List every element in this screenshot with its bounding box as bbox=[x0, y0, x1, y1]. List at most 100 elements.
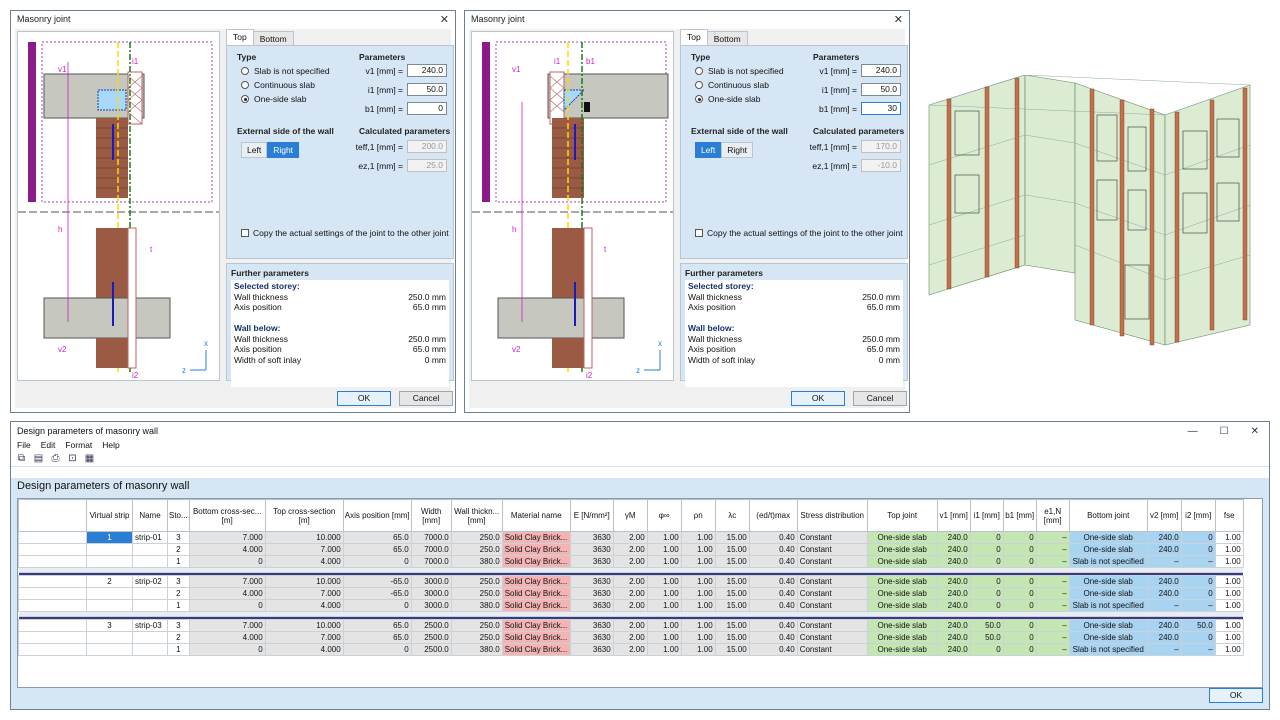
table-cell[interactable]: 10.000 bbox=[264, 531, 344, 544]
table-cell[interactable]: 0 bbox=[1180, 587, 1216, 600]
column-header[interactable]: i1 [mm] bbox=[969, 499, 1004, 532]
fit-icon[interactable]: ⊡ bbox=[68, 453, 77, 464]
table-cell[interactable]: 10.000 bbox=[264, 619, 344, 632]
table-cell[interactable]: 1.00 bbox=[680, 643, 716, 656]
table-cell[interactable]: One-side slab bbox=[866, 543, 938, 556]
table-cell[interactable]: 3630 bbox=[569, 587, 614, 600]
column-header[interactable]: i2 [mm] bbox=[1180, 499, 1216, 532]
strip-cell[interactable] bbox=[86, 543, 133, 556]
menu-help[interactable]: Help bbox=[102, 440, 120, 450]
table-row[interactable]: 2 4.000 7.000 65.0 2500.0 250.0 Solid Clay Bri… bbox=[18, 631, 1244, 644]
table-cell[interactable]: Solid Clay Brick... bbox=[501, 555, 571, 568]
column-header[interactable]: Virtual strip bbox=[86, 499, 133, 532]
table-cell[interactable]: 1 bbox=[167, 599, 190, 612]
table-row[interactable]: 3 strip-03 3 7.000 10.000 65.0 2500.0 250.0 Soli… bbox=[18, 619, 1244, 632]
table-cell[interactable]: – bbox=[1035, 631, 1070, 644]
table-cell[interactable]: 2.00 bbox=[612, 587, 648, 600]
tab-bottom[interactable]: Bottom bbox=[706, 31, 748, 45]
side-left-button[interactable]: Left bbox=[695, 142, 722, 158]
close-icon[interactable]: ✕ bbox=[1250, 425, 1259, 437]
table-cell[interactable]: 0.40 bbox=[748, 619, 798, 632]
table-cell[interactable]: 4.000 bbox=[188, 587, 266, 600]
radio-continuous-slab[interactable]: Continuous slab bbox=[241, 80, 315, 90]
strip-cell[interactable]: 3 bbox=[86, 619, 133, 632]
table-cell[interactable]: 240.0 bbox=[936, 575, 971, 588]
side-right-button[interactable]: Right bbox=[721, 142, 754, 158]
ok-button[interactable]: OK bbox=[337, 391, 391, 406]
table-cell[interactable]: 0 bbox=[1002, 543, 1037, 556]
table-cell[interactable]: 0 bbox=[1002, 599, 1037, 612]
table-cell[interactable]: -65.0 bbox=[342, 587, 412, 600]
table-cell[interactable]: 7.000 bbox=[188, 575, 266, 588]
table-cell[interactable]: 1.00 bbox=[1214, 543, 1244, 556]
column-header[interactable]: Stress distribution bbox=[796, 499, 868, 532]
table-cell[interactable]: 7.000 bbox=[264, 543, 344, 556]
table-cell[interactable]: 0 bbox=[1002, 531, 1037, 544]
table-cell[interactable]: 2.00 bbox=[612, 631, 648, 644]
table-cell[interactable]: 15.00 bbox=[714, 575, 750, 588]
table-cell[interactable]: 0.40 bbox=[748, 643, 798, 656]
table-cell[interactable]: – bbox=[1035, 619, 1070, 632]
table-cell[interactable]: 1.00 bbox=[646, 599, 682, 612]
table-cell[interactable]: 3000.0 bbox=[410, 587, 452, 600]
table-cell[interactable]: 240.0 bbox=[1146, 587, 1182, 600]
table-cell[interactable]: 240.0 bbox=[936, 631, 971, 644]
table-cell[interactable]: 3000.0 bbox=[410, 575, 452, 588]
menu-edit[interactable]: Edit bbox=[40, 440, 56, 450]
table-cell[interactable]: One-side slab bbox=[1068, 531, 1148, 544]
tab-top[interactable]: Top bbox=[680, 29, 708, 45]
name-cell[interactable] bbox=[132, 543, 168, 556]
table-cell[interactable]: 0 bbox=[969, 555, 1004, 568]
table-cell[interactable]: 1.00 bbox=[680, 587, 716, 600]
table-row[interactable]: 2 strip-02 3 7.000 10.000 -65.0 3000.0 250.0 Sol… bbox=[18, 575, 1244, 588]
table-cell[interactable]: 0 bbox=[1180, 531, 1216, 544]
table-cell[interactable]: 1.00 bbox=[680, 631, 716, 644]
table-cell[interactable]: – bbox=[1035, 575, 1070, 588]
table-cell[interactable]: 3 bbox=[167, 575, 190, 588]
table-cell[interactable]: 250.0 bbox=[450, 631, 503, 644]
table-cell[interactable]: 1.00 bbox=[646, 619, 682, 632]
table-cell[interactable]: 0 bbox=[1002, 575, 1037, 588]
table-cell[interactable]: 0 bbox=[969, 543, 1004, 556]
table-cell[interactable]: 1.00 bbox=[1214, 599, 1244, 612]
table-cell[interactable]: 7.000 bbox=[264, 631, 344, 644]
table-icon[interactable]: ▤ bbox=[33, 453, 44, 464]
table-cell[interactable]: 1.00 bbox=[680, 531, 716, 544]
name-cell[interactable] bbox=[132, 587, 168, 600]
cancel-button[interactable]: Cancel bbox=[853, 391, 907, 406]
table-cell[interactable]: One-side slab bbox=[866, 631, 938, 644]
table-cell[interactable]: 250.0 bbox=[450, 543, 503, 556]
table-cell[interactable]: 2500.0 bbox=[410, 643, 452, 656]
table-cell[interactable]: One-side slab bbox=[1068, 543, 1148, 556]
table-cell[interactable]: 0 bbox=[1002, 643, 1037, 656]
table-cell[interactable]: 0 bbox=[969, 531, 1004, 544]
table-cell[interactable]: 65.0 bbox=[342, 531, 412, 544]
table-cell[interactable]: 2500.0 bbox=[410, 631, 452, 644]
table-cell[interactable]: 7.000 bbox=[264, 587, 344, 600]
table-cell[interactable]: 2.00 bbox=[612, 643, 648, 656]
table-cell[interactable]: 250.0 bbox=[450, 619, 503, 632]
ok-button[interactable]: OK bbox=[1209, 688, 1263, 703]
table-cell[interactable]: 240.0 bbox=[1146, 631, 1182, 644]
table-cell[interactable]: 3630 bbox=[569, 543, 614, 556]
table-cell[interactable]: 4.000 bbox=[188, 543, 266, 556]
table-cell[interactable]: Solid Clay Brick... bbox=[501, 619, 571, 632]
table-cell[interactable]: – bbox=[1035, 555, 1070, 568]
table-cell[interactable]: One-side slab bbox=[866, 619, 938, 632]
table-cell[interactable]: 3630 bbox=[569, 575, 614, 588]
column-header[interactable]: Material name bbox=[501, 499, 571, 532]
table-cell[interactable]: Constant bbox=[796, 555, 868, 568]
table-cell[interactable]: One-side slab bbox=[1068, 619, 1148, 632]
table-cell[interactable]: 0.40 bbox=[748, 599, 798, 612]
column-header[interactable]: λc bbox=[714, 499, 750, 532]
table-cell[interactable]: One-side slab bbox=[1068, 631, 1148, 644]
table-cell[interactable]: 240.0 bbox=[1146, 575, 1182, 588]
name-cell[interactable]: strip-02 bbox=[132, 575, 168, 588]
table-cell[interactable]: 0 bbox=[188, 555, 266, 568]
strip-cell[interactable] bbox=[86, 599, 133, 612]
table-cell[interactable]: 15.00 bbox=[714, 531, 750, 544]
table-cell[interactable]: 0.40 bbox=[748, 587, 798, 600]
table-cell[interactable]: 240.0 bbox=[936, 599, 971, 612]
table-cell[interactable]: 3630 bbox=[569, 631, 614, 644]
table-cell[interactable]: Constant bbox=[796, 599, 868, 612]
